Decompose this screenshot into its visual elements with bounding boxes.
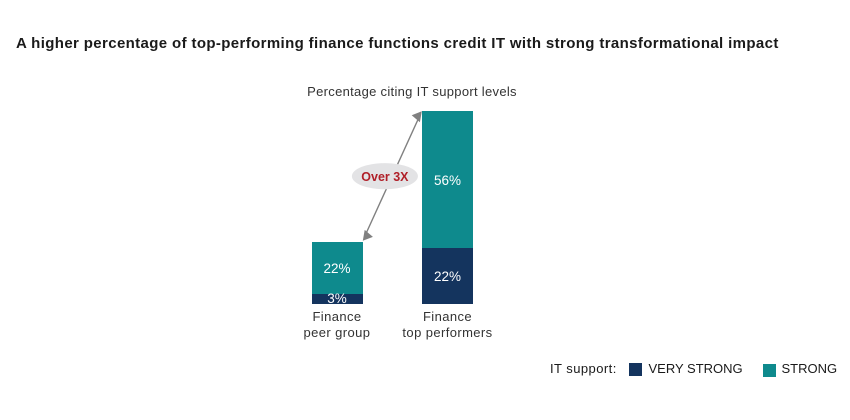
svg-text:Over 3X: Over 3X (361, 170, 409, 184)
